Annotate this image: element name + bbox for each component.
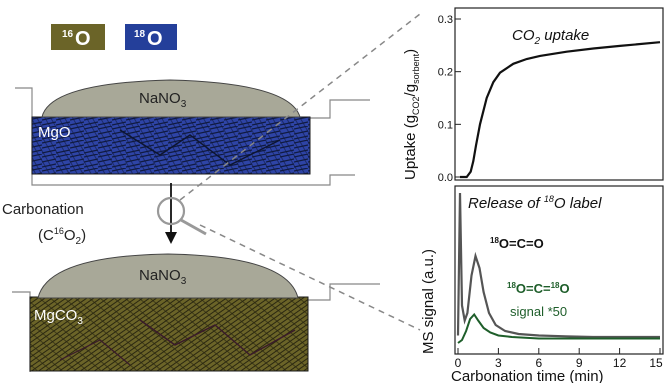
- legend-18o-swatch: [125, 24, 177, 50]
- ms-x-tick-label: 3: [495, 356, 502, 370]
- ms-chart-frame: [454, 185, 664, 355]
- ms-series-18o-c-o-line: [456, 192, 660, 339]
- uptake-y-tick-label: 0.3: [438, 14, 453, 26]
- nano3-bottom: NaNO3: [37, 253, 299, 299]
- nano3-top-label: NaNO3: [139, 90, 187, 110]
- uptake-series-line: [460, 41, 661, 179]
- mgo-label: MgO: [38, 124, 71, 141]
- legend-16o-mass: 16: [62, 29, 74, 40]
- ms-x-tick-label: 15: [649, 356, 663, 370]
- mgo-block: MgO: [31, 116, 311, 175]
- uptake-chart-frame: [454, 7, 664, 181]
- uptake-y-tick-label: 0.1: [438, 119, 453, 131]
- ms-x-ticks: 0 3 6 9 12 15: [455, 348, 663, 370]
- top-frame: [15, 87, 370, 186]
- ms-label-18o-c-18o: 18O=C=18O: [507, 281, 570, 296]
- ms-label-signal-50: signal *50: [510, 304, 567, 319]
- ms-x-axis-label: Carbonation time (min): [451, 368, 604, 383]
- uptake-y-tick-label: 0.0: [438, 172, 453, 184]
- nano3-top: NaNO3: [41, 79, 301, 118]
- magnifier-icon: [156, 196, 207, 236]
- carbonation-step: Carbonation (C16O2): [2, 183, 177, 247]
- legend-16o-swatch: [51, 24, 105, 50]
- uptake-chart: CO2 uptake 0.0 0.1 0.2 0.3 Uptake (gCO2/gso…: [402, 7, 664, 184]
- ms-x-tick-label: 0: [455, 356, 462, 370]
- legend-18o-symbol: O: [147, 28, 163, 50]
- legend-16o: 16 O: [51, 24, 105, 50]
- ms-series-18o-c-18o-line: [457, 312, 660, 344]
- mgco3-block: MgCO3: [29, 296, 309, 372]
- uptake-y-axis-label: Uptake (gCO2/gsorbent): [402, 49, 421, 180]
- uptake-y-ticks: 0.0 0.1 0.2 0.3: [438, 14, 461, 184]
- nano3-bottom-label: NaNO3: [139, 267, 187, 287]
- ms-x-tick-label: 9: [576, 356, 583, 370]
- ms-chart-title: Release of 18O label: [468, 194, 602, 212]
- carbonation-label: Carbonation: [2, 201, 84, 218]
- legend-18o-mass: 18: [134, 29, 146, 40]
- down-arrow-head: [165, 232, 177, 244]
- carbonation-gas: (C16O2): [38, 226, 86, 247]
- mgco3-label: MgCO3: [34, 307, 83, 327]
- zoom-lines: [179, 13, 421, 331]
- ms-y-axis-label: MS signal (a.u.): [420, 249, 437, 354]
- legend-16o-symbol: O: [75, 28, 91, 50]
- ms-label-18o-c-o: 18O=C=O: [490, 236, 544, 251]
- legend-18o: 18 O: [125, 24, 177, 50]
- ms-chart: Release of 18O label 0 3 6 9 12 15 18O=C=O 18…: [420, 185, 664, 383]
- uptake-chart-title: CO2 uptake: [512, 27, 589, 47]
- ms-x-tick-label: 12: [613, 356, 627, 370]
- ms-x-tick-label: 6: [535, 356, 542, 370]
- uptake-y-tick-label: 0.2: [438, 67, 453, 79]
